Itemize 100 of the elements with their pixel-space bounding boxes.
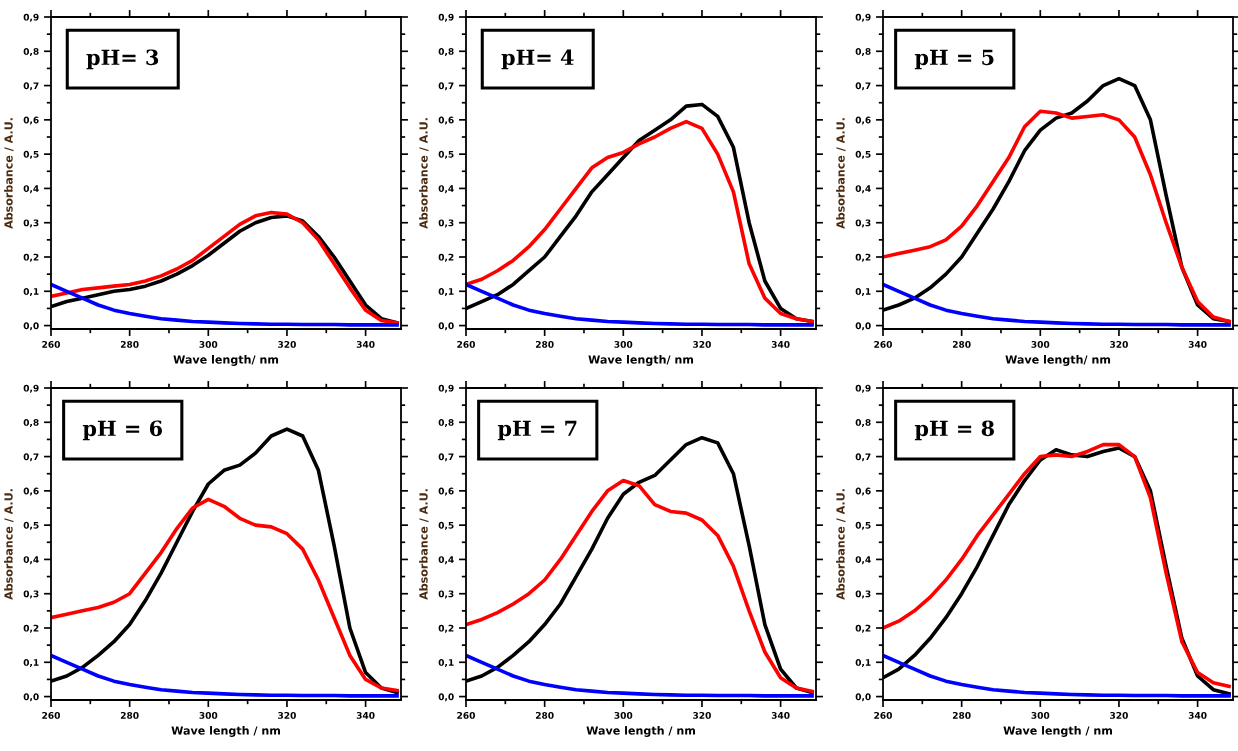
y-tick-label: 0,4 [438, 185, 454, 194]
y-tick-label: 0,7 [855, 453, 871, 462]
x-tick-label: 300 [614, 711, 633, 719]
annotation: pH= 4 [501, 49, 574, 70]
y-axis-title: Absorbance / A.U. [836, 489, 846, 600]
x-tick-label: 280 [120, 340, 139, 348]
y-tick-label: 0,0 [23, 693, 39, 702]
y-tick-label: 0,4 [438, 556, 454, 565]
y-tick-label: 0,2 [438, 624, 454, 633]
y-tick-label: 0,4 [23, 185, 39, 194]
annotation: pH = 7 [497, 420, 577, 441]
y-tick-label: 0,8 [23, 48, 39, 56]
x-tick-label: 300 [199, 340, 218, 348]
x-tick-label: 320 [1110, 711, 1128, 719]
y-tick-label: 0,0 [855, 693, 871, 702]
y-tick-label: 0,1 [855, 659, 871, 667]
x-tick-label: 340 [771, 340, 790, 348]
y-tick-label: 0,1 [23, 659, 39, 667]
y-tick-label: 0,0 [855, 322, 871, 331]
y-axis-title: Absorbance / A.U. [4, 489, 14, 600]
x-tick-label: 280 [952, 711, 971, 719]
x-tick-label: 280 [535, 711, 554, 719]
y-tick-label: 0,0 [23, 322, 39, 331]
x-tick-label: 320 [693, 711, 711, 719]
y-tick-label: 0,4 [855, 556, 871, 565]
y-tick-label: 0,8 [855, 419, 871, 427]
x-tick-label: 320 [1110, 340, 1128, 348]
x-axis-title: Wave length/ nm [588, 355, 694, 366]
x-tick-label: 280 [120, 711, 139, 719]
x-tick-label: 320 [278, 711, 296, 719]
y-tick-label: 0,9 [855, 384, 871, 393]
y-tick-label: 0,1 [855, 288, 871, 296]
y-tick-label: 0,9 [23, 384, 39, 393]
y-tick-label: 0,6 [23, 487, 39, 496]
y-tick-label: 0,2 [23, 253, 39, 262]
x-tick-label: 320 [693, 340, 711, 348]
y-tick-label: 0,1 [23, 288, 39, 296]
x-tick-label: 280 [952, 340, 971, 348]
y-tick-label: 0,5 [23, 521, 39, 530]
y-axis-title: Absorbance / A.U. [419, 489, 429, 600]
y-tick-label: 0,3 [23, 590, 39, 599]
annotation: pH = 8 [914, 420, 994, 441]
y-tick-label: 0,3 [438, 219, 454, 228]
y-axis-title: Absorbance / A.U. [836, 118, 846, 229]
x-axis-title: Wave length / nm [171, 726, 280, 737]
y-tick-label: 0,9 [438, 13, 454, 22]
x-tick-label: 340 [771, 711, 790, 719]
y-tick-label: 0,7 [23, 82, 39, 91]
y-tick-label: 0,6 [438, 116, 454, 125]
y-tick-label: 0,6 [855, 116, 871, 125]
y-tick-label: 0,9 [438, 384, 454, 393]
y-tick-label: 0,6 [438, 487, 454, 496]
y-tick-label: 0,4 [855, 185, 871, 194]
x-axis-title: Wave length/ nm [173, 355, 279, 366]
y-tick-label: 0,2 [855, 624, 871, 633]
y-tick-label: 0,3 [23, 219, 39, 228]
y-tick-label: 0,8 [438, 419, 454, 427]
y-tick-label: 0,1 [438, 659, 454, 667]
annotation: pH = 5 [914, 49, 994, 70]
y-tick-label: 0,5 [438, 150, 454, 159]
y-tick-label: 0,9 [855, 13, 871, 22]
x-tick-label: 320 [278, 340, 296, 348]
x-tick-label: 260 [457, 340, 475, 348]
x-tick-label: 340 [356, 711, 375, 719]
y-tick-label: 0,8 [438, 48, 454, 56]
line-series [51, 497, 399, 693]
y-tick-label: 0,7 [438, 453, 454, 462]
y-tick-label: 0,0 [438, 693, 454, 702]
x-tick-label: 280 [535, 340, 554, 348]
x-tick-label: 260 [42, 340, 60, 348]
x-axis-title: Wave length / nm [1003, 726, 1112, 737]
y-tick-label: 0,6 [23, 116, 39, 125]
y-tick-label: 0,7 [855, 82, 871, 91]
y-tick-label: 0,7 [438, 82, 454, 91]
y-tick-label: 0,3 [855, 219, 871, 228]
x-tick-label: 340 [1188, 340, 1207, 348]
y-tick-label: 0,3 [438, 590, 454, 599]
y-tick-label: 0,3 [855, 590, 871, 599]
y-tick-label: 0,5 [438, 521, 454, 530]
y-tick-label: 0,2 [23, 624, 39, 633]
x-tick-label: 300 [1031, 340, 1050, 348]
y-tick-label: 0,5 [855, 150, 871, 159]
x-tick-label: 260 [42, 711, 60, 719]
x-tick-label: 260 [457, 711, 475, 719]
x-tick-label: 260 [874, 340, 892, 348]
x-tick-label: 300 [1031, 711, 1050, 719]
annotation: pH= 3 [86, 49, 159, 70]
y-axis-title: Absorbance / A.U. [4, 118, 14, 229]
y-tick-label: 0,1 [438, 288, 454, 296]
x-tick-label: 340 [356, 340, 375, 348]
y-tick-label: 0,2 [855, 253, 871, 262]
x-tick-label: 340 [1188, 711, 1207, 719]
line-series [466, 478, 814, 694]
y-tick-label: 0,9 [23, 13, 39, 22]
y-axis-title: Absorbance / A.U. [419, 118, 429, 229]
y-tick-label: 0,7 [23, 453, 39, 462]
y-tick-label: 0,4 [23, 556, 39, 565]
y-tick-label: 0,5 [855, 521, 871, 530]
y-tick-label: 0,6 [855, 487, 871, 496]
x-tick-label: 260 [874, 711, 892, 719]
